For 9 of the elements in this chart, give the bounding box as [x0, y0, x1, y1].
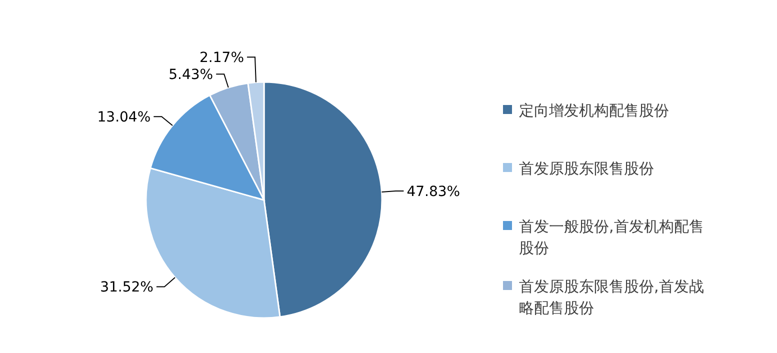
data-label: 31.52%	[100, 280, 154, 296]
data-label: 2.17%	[200, 50, 244, 66]
legend-label: 定向增发机构配售股份	[519, 101, 669, 120]
legend-label: 首发一般股份,首发机构配售股份	[519, 217, 704, 257]
data-label: 47.83%	[406, 184, 460, 200]
data-label: 5.43%	[168, 67, 214, 84]
legend-label: 首发原股东限售股份,首发战略配售股份	[519, 277, 704, 317]
data-label: 13.04%	[97, 110, 151, 126]
legend-label: 首发原股东限售股份	[519, 159, 654, 178]
